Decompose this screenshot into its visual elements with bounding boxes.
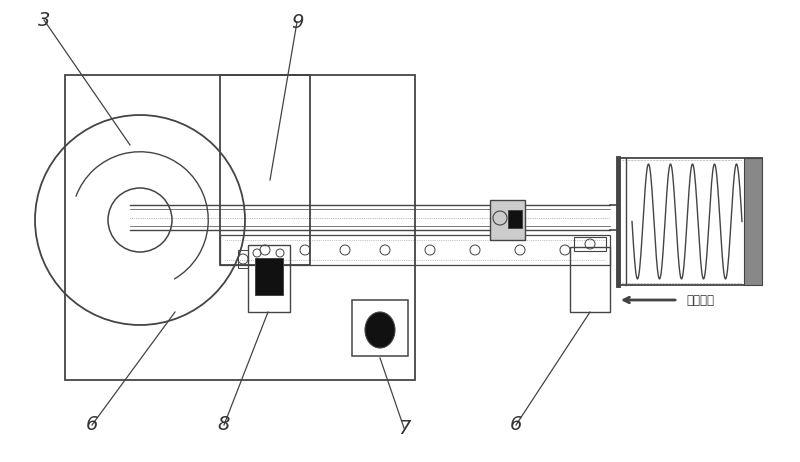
Text: 压缩空气: 压缩空气 — [686, 293, 714, 306]
Bar — [248, 245, 290, 312]
Bar — [744, 158, 762, 285]
Bar — [238, 250, 248, 268]
Text: 7: 7 — [398, 419, 410, 438]
Bar — [490, 200, 525, 240]
Ellipse shape — [365, 312, 395, 348]
Text: 9: 9 — [291, 12, 303, 31]
Text: 8: 8 — [218, 415, 230, 434]
Bar — [570, 247, 610, 312]
Text: 6: 6 — [86, 415, 98, 434]
Text: 3: 3 — [38, 11, 50, 30]
Text: 6: 6 — [510, 415, 522, 434]
Bar — [352, 300, 408, 356]
Bar — [508, 210, 522, 228]
Bar — [65, 75, 415, 380]
Bar — [220, 235, 610, 265]
Bar — [618, 158, 762, 285]
Bar — [255, 258, 283, 295]
Bar — [220, 75, 310, 265]
Bar — [574, 237, 606, 251]
